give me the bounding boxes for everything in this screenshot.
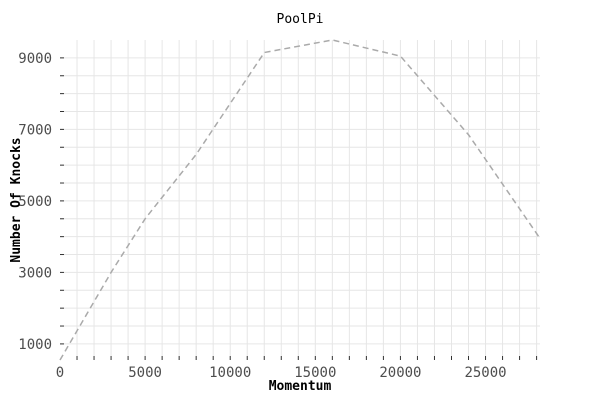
grid [60, 40, 540, 360]
x-axis-label: Momentum [269, 379, 332, 394]
y-axis-label: Number Of Knocks [9, 137, 24, 262]
y-tick-labels: 1000 3000 5000 7000 9000 [18, 51, 52, 353]
y-tick-label: 7000 [18, 122, 52, 138]
y-tick-label: 3000 [18, 265, 52, 281]
x-tick-label: 25000 [464, 365, 506, 381]
y-tick-label: 5000 [18, 194, 52, 210]
x-tick-labels: 0 5000 10000 15000 20000 25000 [56, 365, 507, 381]
series-layer [59, 39, 541, 361]
series-line [59, 39, 541, 361]
axis-minor-ticks [60, 57, 538, 360]
x-tick-label: 15000 [294, 365, 336, 381]
y-tick-label: 1000 [18, 337, 52, 353]
x-tick-label: 0 [56, 365, 64, 381]
plot-background [60, 40, 540, 360]
x-tick-label: 5000 [128, 365, 162, 381]
chart-title: PoolPi [277, 12, 324, 27]
x-tick-label: 10000 [209, 365, 251, 381]
y-tick-label: 9000 [18, 51, 52, 67]
x-tick-label: 20000 [379, 365, 421, 381]
